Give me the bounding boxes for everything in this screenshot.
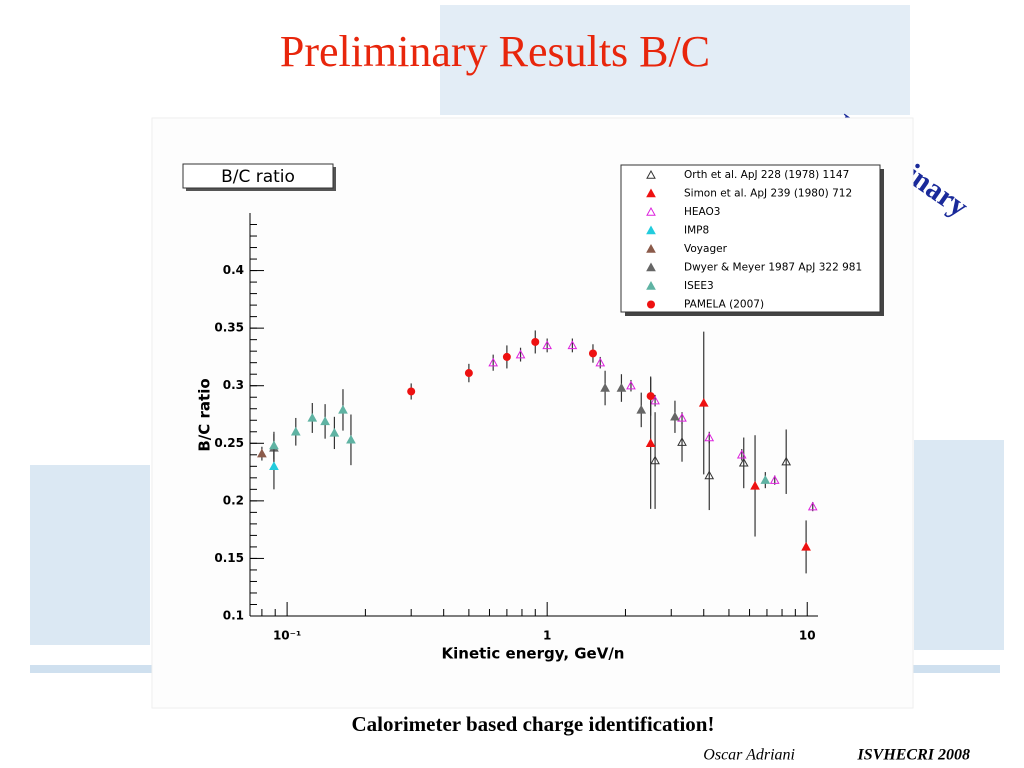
data-point [257,448,267,458]
data-point [801,541,811,551]
data-point [670,411,680,421]
legend-box [620,164,881,313]
data-point [626,380,636,390]
x-axis-label: Kinetic energy, GeV/n [442,645,625,663]
y-tick-label: 0.25 [214,436,244,450]
data-point [464,369,473,378]
data-point [320,416,330,426]
data-point [329,427,340,437]
data-point [677,437,687,446]
data-point [567,340,578,350]
legend-marker [646,262,656,272]
data-point [531,337,540,346]
y-tick-label: 0.15 [214,551,244,565]
y-axis-label: B/C ratio [196,378,214,451]
data-point [269,461,279,471]
data-point [346,434,356,444]
data-point [338,404,348,414]
x-tick-label: 10⁻¹ [273,629,301,643]
y-tick-label: 0.35 [214,321,244,335]
data-point [650,455,660,465]
x-tick-label: 10 [799,629,816,643]
data-point [650,395,660,405]
data-point [588,349,597,358]
data-point [269,440,279,450]
y-tick-label: 0.4 [223,263,244,277]
data-point [595,357,606,367]
legend-marker [646,225,656,235]
background-logo [30,465,150,645]
data-point [781,456,792,466]
data-point [502,352,511,361]
legend-marker [646,188,656,198]
legend-marker [646,280,656,290]
data-point [600,382,610,392]
data-point [704,470,715,480]
legend-label: Dwyer & Meyer 1987 ApJ 322 981 [684,262,862,274]
legend-label: Orth et al. ApJ 228 (1978) 1147 [684,169,849,181]
y-tick-label: 0.1 [223,609,244,623]
data-point [760,475,771,484]
slide-title: Preliminary Results B/C [280,27,710,76]
y-tick-label: 0.3 [223,378,244,392]
caption: Calorimeter based charge identification! [352,712,715,736]
data-point [407,387,416,396]
legend-label: ISEE3 [684,280,714,292]
legend-marker [646,243,656,253]
legend-marker [647,300,655,309]
data-point [807,501,818,511]
y-tick-label: 0.2 [223,493,244,507]
data-point [542,340,553,350]
chart-title: B/C ratio [221,167,295,187]
x-tick-label: 1 [543,629,551,643]
event: ISVHECRI 2008 [857,747,970,764]
legend-label: HEAO3 [684,206,720,218]
data-point [698,397,709,407]
data-point [736,449,747,459]
legend-marker [646,169,656,179]
background-logo [440,5,910,115]
data-point [750,480,760,490]
legend-label: PAMELA (2007) [684,299,764,311]
plot: B/C ratio 0.1 0.15 0.2 0.25 0.3 0.35 0.4 10⁻¹ 1 10… [182,163,884,663]
legend-label: Voyager [684,243,728,255]
data-point [738,457,749,467]
data-point [488,357,499,367]
legend-label: IMP8 [684,225,709,237]
data-point [515,349,526,359]
data-point [646,392,655,401]
data-point [290,426,301,436]
title-box [182,163,334,189]
author: Oscar Adriani [703,747,795,764]
data-point [677,412,687,422]
data-point [704,432,715,442]
background-logo [914,440,1004,650]
legend-label: Simon et al. ApJ 239 (1980) 712 [684,188,852,200]
data-point [769,475,780,484]
legend-marker [646,206,656,216]
data-point [307,412,318,422]
data-point [645,438,656,447]
data-point [616,382,627,392]
data-point [636,404,647,414]
